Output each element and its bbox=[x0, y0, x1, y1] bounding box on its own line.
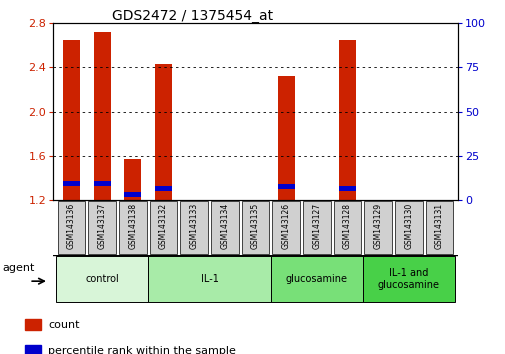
Text: IL-1: IL-1 bbox=[200, 274, 218, 284]
FancyBboxPatch shape bbox=[148, 256, 270, 302]
FancyBboxPatch shape bbox=[362, 256, 454, 302]
Text: GSM143137: GSM143137 bbox=[97, 203, 107, 249]
FancyBboxPatch shape bbox=[394, 201, 422, 254]
FancyBboxPatch shape bbox=[364, 201, 391, 254]
Text: count: count bbox=[48, 320, 80, 330]
Text: control: control bbox=[85, 274, 119, 284]
FancyBboxPatch shape bbox=[58, 201, 85, 254]
Bar bbox=[93, 181, 111, 186]
Text: GSM143138: GSM143138 bbox=[128, 203, 137, 249]
FancyBboxPatch shape bbox=[272, 201, 299, 254]
Bar bbox=[124, 159, 141, 200]
FancyBboxPatch shape bbox=[241, 201, 269, 254]
Bar bbox=[25, 319, 41, 330]
Text: GSM143135: GSM143135 bbox=[250, 203, 260, 249]
Bar bbox=[155, 64, 172, 200]
Text: GSM143132: GSM143132 bbox=[159, 203, 168, 249]
Text: GSM143133: GSM143133 bbox=[189, 203, 198, 249]
Bar bbox=[277, 184, 294, 189]
FancyBboxPatch shape bbox=[149, 201, 177, 254]
Text: GSM143131: GSM143131 bbox=[434, 203, 443, 249]
FancyBboxPatch shape bbox=[425, 201, 452, 254]
Bar bbox=[63, 40, 80, 200]
Text: GSM143136: GSM143136 bbox=[67, 203, 76, 249]
Text: GSM143130: GSM143130 bbox=[403, 203, 413, 249]
Text: GSM143128: GSM143128 bbox=[342, 203, 351, 249]
Text: GDS2472 / 1375454_at: GDS2472 / 1375454_at bbox=[112, 9, 272, 23]
Text: GSM143129: GSM143129 bbox=[373, 203, 382, 249]
FancyBboxPatch shape bbox=[56, 256, 148, 302]
FancyBboxPatch shape bbox=[333, 201, 361, 254]
Text: GSM143127: GSM143127 bbox=[312, 203, 321, 249]
Bar bbox=[338, 40, 355, 200]
Bar bbox=[155, 187, 172, 192]
Text: GSM143126: GSM143126 bbox=[281, 203, 290, 249]
Bar bbox=[25, 345, 41, 354]
Bar bbox=[124, 192, 141, 197]
FancyBboxPatch shape bbox=[211, 201, 238, 254]
Bar bbox=[338, 187, 355, 192]
FancyBboxPatch shape bbox=[88, 201, 116, 254]
Text: glucosamine: glucosamine bbox=[285, 274, 347, 284]
Text: agent: agent bbox=[3, 263, 35, 273]
FancyBboxPatch shape bbox=[119, 201, 146, 254]
Bar bbox=[277, 76, 294, 200]
Text: percentile rank within the sample: percentile rank within the sample bbox=[48, 346, 236, 354]
FancyBboxPatch shape bbox=[180, 201, 208, 254]
Text: IL-1 and
glucosamine: IL-1 and glucosamine bbox=[377, 268, 439, 290]
FancyBboxPatch shape bbox=[270, 256, 362, 302]
Bar bbox=[63, 181, 80, 186]
Bar bbox=[93, 32, 111, 200]
Text: GSM143134: GSM143134 bbox=[220, 203, 229, 249]
FancyBboxPatch shape bbox=[302, 201, 330, 254]
